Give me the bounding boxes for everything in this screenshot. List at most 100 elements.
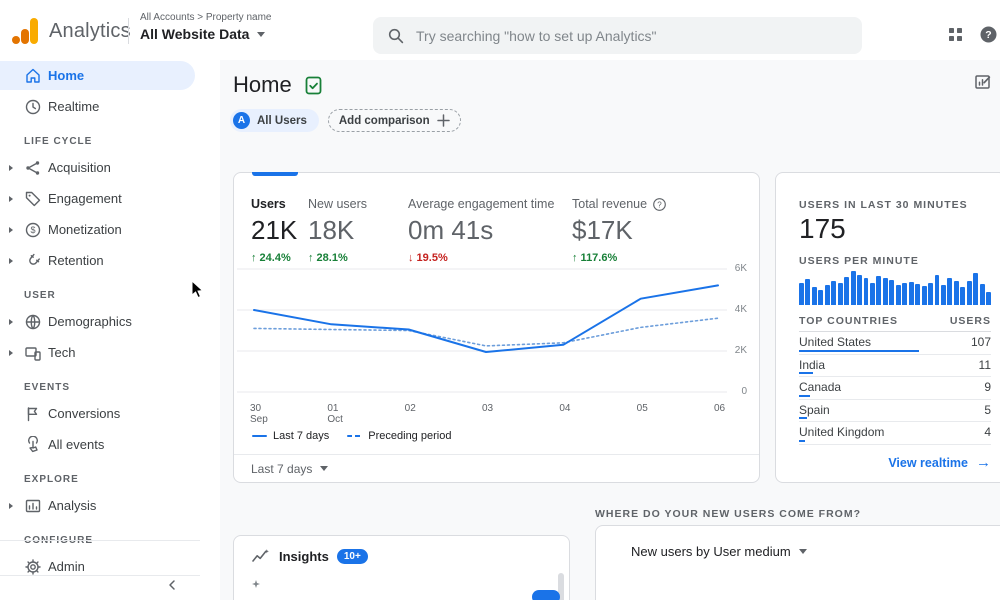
sparkle-icon xyxy=(251,580,261,590)
metric-users[interactable]: Users21K↑ 24.4% xyxy=(251,197,297,264)
sidebar-item-retention[interactable]: Retention xyxy=(0,245,220,276)
users-per-minute-chart[interactable] xyxy=(799,270,991,305)
sidebar-item-analysis[interactable]: Analysis xyxy=(0,490,220,521)
realtime-title: USERS IN LAST 30 MINUTES xyxy=(799,199,968,211)
sidebar-item-tech[interactable]: Tech xyxy=(0,337,220,368)
active-metric-tab-indicator xyxy=(252,172,298,176)
users-header: USERS xyxy=(950,315,991,327)
minute-bar xyxy=(851,271,856,305)
country-row-united-states[interactable]: United States107 xyxy=(799,332,991,355)
search-icon xyxy=(387,27,405,45)
analytics-logo-icon xyxy=(12,16,40,46)
country-bar xyxy=(799,395,810,397)
diagnostics-grid-icon[interactable] xyxy=(948,27,963,42)
customize-report-icon[interactable] xyxy=(974,73,992,91)
insights-count-badge[interactable]: 10+ xyxy=(337,549,368,564)
chevron-right-icon[interactable] xyxy=(9,227,13,233)
page-title-row: Home xyxy=(233,72,322,98)
all-users-chip[interactable]: A All Users xyxy=(230,109,319,132)
insights-header-row: Insights 10+ xyxy=(251,544,368,568)
minute-bar xyxy=(928,283,933,305)
monetization-icon: $ xyxy=(24,221,42,239)
new-users-dimension-selector[interactable]: New users by User medium xyxy=(631,544,807,559)
minute-bar xyxy=(864,278,869,305)
country-name: Canada xyxy=(799,380,841,394)
sidebar-item-admin[interactable]: Admin xyxy=(0,551,220,582)
chevron-right-icon[interactable] xyxy=(9,258,13,264)
x-tick-label: 01Oct xyxy=(327,403,343,425)
country-bar xyxy=(799,372,813,374)
minute-bar xyxy=(915,284,920,305)
country-bar xyxy=(799,350,919,352)
metric-new-users[interactable]: New users18K↑ 28.1% xyxy=(308,197,367,264)
country-row-canada[interactable]: Canada9 xyxy=(799,377,991,400)
legend-item-preceding-period: Preceding period xyxy=(347,430,451,442)
admin-icon xyxy=(24,558,42,576)
x-tick-label: 02 xyxy=(405,403,416,414)
collapse-sidebar-icon[interactable] xyxy=(166,579,178,591)
new-users-card: New users by User medium xyxy=(595,525,1000,600)
date-range-selector[interactable]: Last 7 days xyxy=(234,454,759,482)
country-users: 11 xyxy=(979,358,991,372)
minute-bar xyxy=(870,283,875,305)
chevron-right-icon[interactable] xyxy=(9,350,13,356)
app-name: Analytics xyxy=(49,20,131,43)
minute-bar xyxy=(889,280,894,305)
acquisition-icon xyxy=(24,159,42,177)
search-bar[interactable] xyxy=(373,17,862,54)
metric-average-engagement-time[interactable]: Average engagement time0m 41s↓ 19.5% xyxy=(408,197,554,264)
sidebar-section-heading: LIFE CYCLE xyxy=(0,131,220,152)
y-tick-label: 0 xyxy=(723,386,747,398)
country-name: Spain xyxy=(799,403,830,417)
country-row-united-kingdom[interactable]: United Kingdom4 xyxy=(799,422,991,445)
sidebar-item-engagement[interactable]: Engagement xyxy=(0,183,220,214)
help-icon[interactable]: ? xyxy=(653,198,666,211)
sidebar-item-label: Tech xyxy=(48,345,75,360)
page-title: Home xyxy=(233,72,292,98)
users-line-chart[interactable] xyxy=(234,263,761,408)
country-row-india[interactable]: India11 xyxy=(799,355,991,378)
country-name: United States xyxy=(799,335,871,349)
sidebar-item-monetization[interactable]: $Monetization xyxy=(0,214,220,245)
country-row-spain[interactable]: Spain5 xyxy=(799,400,991,423)
insights-title: Insights xyxy=(279,549,329,564)
sidebar-item-acquisition[interactable]: Acquisition xyxy=(0,152,220,183)
minute-bar xyxy=(896,285,901,305)
chevron-right-icon[interactable] xyxy=(9,165,13,171)
sidebar-item-all-events[interactable]: All events xyxy=(0,429,220,460)
sidebar-nav: HomeRealtime LIFE CYCLEAcquisitionEngagem… xyxy=(0,60,220,582)
sidebar-item-realtime[interactable]: Realtime xyxy=(0,91,220,122)
legend-item-last-7-days: Last 7 days xyxy=(252,430,329,442)
legend-label: Preceding period xyxy=(368,430,451,442)
sidebar-item-conversions[interactable]: Conversions xyxy=(0,398,220,429)
chevron-right-icon[interactable] xyxy=(9,319,13,325)
sidebar-item-label: Analysis xyxy=(48,498,96,513)
minute-bar xyxy=(844,277,849,305)
add-comparison-button[interactable]: Add comparison xyxy=(328,109,461,132)
property-selector[interactable]: All Website Data xyxy=(140,26,271,42)
minute-bar xyxy=(941,285,946,305)
help-icon[interactable]: ? xyxy=(980,26,997,43)
main-content: Home A All Users Add comparison Users21K… xyxy=(220,60,1000,600)
country-name: United Kingdom xyxy=(799,425,884,439)
minute-bar xyxy=(960,287,965,305)
breadcrumb[interactable]: All Accounts > Property name xyxy=(140,12,271,23)
minute-bar xyxy=(818,290,823,305)
sidebar-item-home[interactable]: Home xyxy=(0,60,220,91)
metric-value: 0m 41s xyxy=(408,215,554,246)
minute-bar xyxy=(883,278,888,305)
analytics-logo[interactable]: Analytics xyxy=(12,16,131,46)
search-input[interactable] xyxy=(416,28,836,44)
x-tick-label: 04 xyxy=(559,403,570,414)
new-users-section-header: WHERE DO YOUR NEW USERS COME FROM? xyxy=(595,508,861,520)
sidebar-item-demographics[interactable]: Demographics xyxy=(0,306,220,337)
metric-label: Total revenue? xyxy=(572,197,666,211)
view-realtime-link[interactable]: View realtime → xyxy=(888,454,991,471)
chevron-right-icon[interactable] xyxy=(9,196,13,202)
metric-total-revenue[interactable]: Total revenue?$17K↑ 117.6% xyxy=(572,197,666,264)
metric-value: $17K xyxy=(572,215,666,246)
home-icon xyxy=(24,67,42,85)
chevron-right-icon[interactable] xyxy=(9,503,13,509)
avatar: A xyxy=(233,112,250,129)
chevron-down-icon xyxy=(799,549,807,554)
